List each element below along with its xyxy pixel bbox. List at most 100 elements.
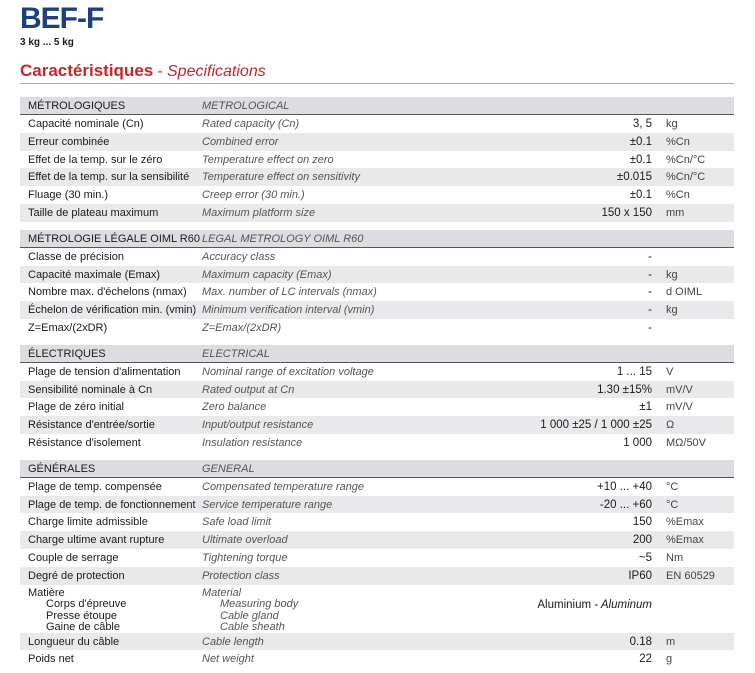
label-fr: Classe de précision bbox=[28, 250, 124, 263]
unit: mm bbox=[666, 206, 685, 219]
spec-row: Plage de temp. de fonctionnement Service … bbox=[20, 495, 734, 514]
unit: d OIML bbox=[666, 286, 703, 299]
value: 1.30 ±15% bbox=[597, 384, 652, 396]
spec-row: Longueur du câble Cable length 0.18 m bbox=[20, 632, 734, 651]
value: ±0.1 bbox=[630, 189, 652, 201]
value: 1 000 bbox=[623, 437, 652, 449]
unit: %Cn/°C bbox=[666, 153, 706, 166]
spec-row: Taille de plateau maximum Maximum platfor… bbox=[20, 203, 734, 222]
value-text: +10 ... +40 bbox=[597, 480, 652, 493]
label-en: Compensated temperature range bbox=[202, 480, 365, 493]
sub-label-en: Cable gland bbox=[220, 609, 279, 622]
spec-row: Plage de zéro initial Zero balance ±1 mV/V bbox=[20, 398, 734, 416]
unit: kg bbox=[666, 118, 678, 130]
unit: kg bbox=[666, 304, 678, 317]
label-fr: Taille de plateau maximum bbox=[28, 206, 159, 219]
spec-row: Échelon de vérification min. (vmin) Minim… bbox=[20, 301, 734, 319]
label-fr: Capacité nominale (Cn) bbox=[28, 118, 144, 130]
label-fr: Couple de serrage bbox=[28, 551, 119, 564]
label-fr: Résistance d'isolement bbox=[28, 436, 141, 449]
unit: EN 60529 bbox=[666, 569, 715, 582]
label-en: Material Measuring body Cable gland Cable s… bbox=[202, 587, 298, 634]
label-en: Nominal range of excitation voltage bbox=[202, 365, 374, 378]
value-text: 1 000 ±25 / 1 000 ±25 bbox=[540, 419, 652, 432]
unit: m bbox=[666, 635, 676, 648]
label-fr: Poids net bbox=[28, 653, 74, 666]
value: - bbox=[648, 269, 652, 281]
value: ±0.1 bbox=[630, 154, 652, 166]
value: 22 bbox=[639, 653, 652, 665]
spec-row: Fluage (30 min.) Creep error (30 min.) ±0.… bbox=[20, 186, 734, 204]
unit: kg bbox=[666, 268, 678, 281]
label-fr: Effet de la temp. sur le zéro bbox=[28, 153, 163, 166]
value-text: ±0.1 bbox=[629, 135, 652, 148]
value-text: 1 000 bbox=[623, 436, 652, 449]
label-en: Tightening torque bbox=[202, 551, 288, 564]
label-en: Protection class bbox=[202, 569, 280, 582]
unit: %Emax bbox=[666, 516, 704, 529]
unit: Nm bbox=[666, 551, 684, 564]
value: 200 bbox=[633, 534, 652, 546]
section-header-en: LEGAL METROLOGY OIML R60 bbox=[202, 232, 364, 245]
value-text: 150 bbox=[632, 516, 652, 529]
value: - bbox=[648, 304, 652, 316]
spec-row: Matière Corps d'épreuve Presse étoupe Gaine… bbox=[20, 585, 734, 633]
value-text: - bbox=[648, 268, 652, 281]
spec-table: MÉTROLOGIQUES METROLOGICAL Capacité nomina… bbox=[20, 97, 734, 668]
label-en: Safe load limit bbox=[202, 516, 272, 529]
label-fr: Matière Corps d'épreuve Presse étoupe Gaine… bbox=[28, 586, 126, 634]
section-header-fr: MÉTROLOGIQUES bbox=[28, 100, 126, 112]
label-en: Insulation resistance bbox=[202, 436, 303, 449]
spec-row: Plage de temp. compensée Compensated temp… bbox=[20, 478, 734, 496]
unit: mV/V bbox=[666, 401, 693, 414]
value-text: - bbox=[648, 250, 652, 263]
label-en: Net weight bbox=[202, 653, 254, 666]
section-header: GÉNÉRALES GENERAL bbox=[20, 459, 734, 478]
value: ±0.1 bbox=[630, 136, 652, 148]
label-en: Rated output at Cn bbox=[202, 383, 295, 396]
value-text: ±0.1 bbox=[629, 153, 652, 166]
unit: %Cn/°C bbox=[666, 171, 706, 184]
spec-row: Résistance d'isolement Insulation resista… bbox=[20, 434, 734, 452]
sub-label-en: Cable sheath bbox=[220, 621, 285, 634]
section-header: ÉLECTRIQUES ELECTRICAL bbox=[20, 344, 734, 363]
value-text: 1.30 ±15% bbox=[597, 383, 652, 396]
spec-row: Classe de précision Accuracy class - bbox=[20, 248, 734, 266]
label-fr: Plage de temp. de fonctionnement bbox=[28, 498, 196, 511]
label-fr: Fluage (30 min.) bbox=[28, 189, 109, 202]
value: 1 000 ±25 / 1 000 ±25 bbox=[540, 419, 652, 431]
label-en: Cable length bbox=[202, 635, 264, 648]
value-text: 22 bbox=[639, 653, 652, 666]
spec-row: Z=Emax/(2xDR) Z=Emax/(2xDR) - bbox=[20, 319, 734, 337]
heading: Caractéristiques - Specifications bbox=[20, 61, 266, 81]
section-header: MÉTROLOGIQUES METROLOGICAL bbox=[20, 97, 734, 115]
unit: %Cn bbox=[666, 135, 690, 148]
label-fr: Charge limite admissible bbox=[28, 516, 148, 529]
section-header: MÉTROLOGIE LÉGALE OIML R60 LEGAL METROLOG… bbox=[20, 229, 734, 248]
unit: mV/V bbox=[666, 383, 693, 396]
label-fr: Z=Emax/(2xDR) bbox=[28, 321, 108, 334]
value: 150 bbox=[633, 516, 652, 528]
unit: MΩ/50V bbox=[666, 436, 707, 449]
value: IP60 bbox=[628, 570, 652, 582]
label-fr: Matière bbox=[28, 586, 65, 599]
label-en: Input/output resistance bbox=[202, 419, 314, 432]
unit: g bbox=[666, 653, 673, 666]
value: 0.18 bbox=[630, 636, 652, 648]
spec-row: Charge limite admissible Safe load limit 1… bbox=[20, 513, 734, 531]
value-en: - Aluminum bbox=[594, 598, 652, 611]
section-header-fr: MÉTROLOGIE LÉGALE OIML R60 bbox=[28, 232, 200, 245]
label-fr: Charge ultime avant rupture bbox=[28, 534, 165, 547]
spec-row: Capacité nominale (Cn) Rated capacity (Cn… bbox=[20, 115, 734, 133]
label-fr: Résistance d'entrée/sortie bbox=[28, 419, 155, 432]
value-text: 3, 5 bbox=[632, 118, 652, 130]
value-text: ~5 bbox=[638, 551, 652, 564]
value-text: 200 bbox=[632, 534, 652, 547]
value: ~5 bbox=[639, 552, 652, 564]
spec-row: Couple de serrage Tightening torque ~5 Nm bbox=[20, 549, 734, 567]
value-text: ±0.015 bbox=[616, 171, 652, 184]
label-en: Creep error (30 min.) bbox=[202, 189, 305, 202]
label-en: Ultimate overload bbox=[202, 534, 288, 547]
label-fr: Échelon de vérification min. (vmin) bbox=[28, 304, 197, 317]
value-text: - bbox=[648, 321, 652, 334]
